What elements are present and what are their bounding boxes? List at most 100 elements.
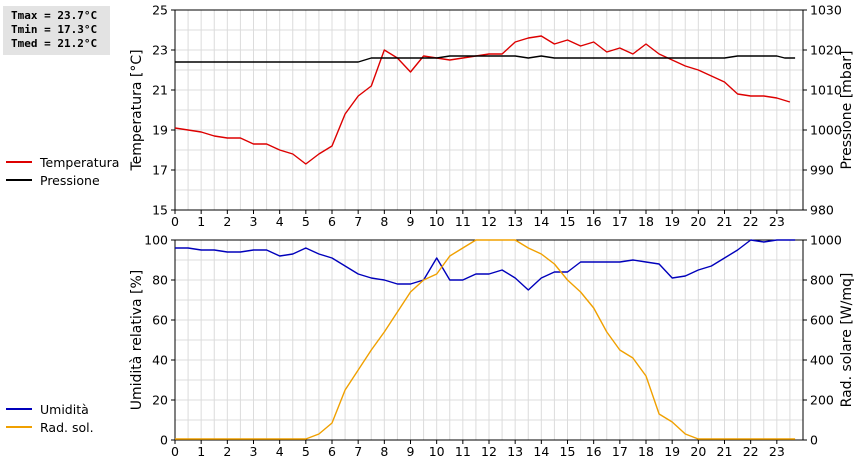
- y-tick-label: 23: [152, 43, 168, 58]
- tmed-text: Tmed = 21.2°C: [11, 37, 98, 50]
- legend-swatch-pressione: [6, 179, 32, 181]
- series-line-rad-sol-: [175, 239, 796, 440]
- legend-swatch-rad-sol: [6, 426, 32, 428]
- x-tick-label: 8: [380, 214, 388, 229]
- x-tick-label: 3: [250, 214, 258, 229]
- x-tick-label: 12: [481, 444, 497, 459]
- x-tick-label: 14: [533, 214, 549, 229]
- legend-bottom: Umidità Rad. sol.: [6, 400, 94, 436]
- x-tick-label: 18: [638, 444, 654, 459]
- legend-label-pressione: Pressione: [40, 172, 100, 188]
- y-tick-label: 21: [152, 83, 168, 98]
- y-tick-label: 15: [152, 203, 168, 218]
- legend-item-temperatura: Temperatura: [6, 153, 119, 171]
- x-tick-label: 10: [429, 444, 445, 459]
- chart-panel-1: 0 1 2 3 4 5 6 7 8 9 10 11 12 13 14 15 16 17 18 19 20 21 22 2302…: [129, 233, 855, 460]
- x-tick-label: 1: [197, 214, 205, 229]
- chart-panel-0: 0 1 2 3 4 5 6 7 8 9 10 11 12 13 14 15 16 17 18 19 20 21 22 2315…: [129, 3, 855, 230]
- x-tick-label: 4: [276, 214, 284, 229]
- legend-label-rad-sol: Rad. sol.: [40, 419, 94, 435]
- y2-tick-label: 1020: [810, 43, 842, 58]
- x-tick-label: 21: [717, 214, 733, 229]
- x-tick-label: 9: [407, 214, 415, 229]
- x-tick-label: 23: [769, 444, 785, 459]
- x-tick-label: 2: [223, 214, 231, 229]
- x-tick-label: 18: [638, 214, 654, 229]
- x-tick-label: 11: [455, 444, 471, 459]
- x-tick-label: 7: [354, 444, 362, 459]
- x-tick-label: 13: [507, 214, 523, 229]
- x-tick-label: 23: [769, 214, 785, 229]
- x-tick-label: 3: [250, 444, 258, 459]
- y2-tick-label: 600: [810, 313, 834, 328]
- legend-item-umidita: Umidità: [6, 400, 94, 418]
- x-tick-label: 12: [481, 214, 497, 229]
- y2-tick-label: 980: [810, 203, 834, 218]
- x-tick-label: 22: [743, 214, 759, 229]
- x-tick-label: 6: [328, 444, 336, 459]
- y2-tick-label: 800: [810, 273, 834, 288]
- stats-box: Tmax = 23.7°C Tmin = 17.3°C Tmed = 21.2°…: [3, 6, 110, 55]
- series-line-temperatura: [174, 35, 791, 165]
- x-tick-label: 7: [354, 214, 362, 229]
- x-tick-label: 17: [612, 444, 628, 459]
- y2-axis-label: Rad. solare [W/mq]: [839, 273, 855, 408]
- x-tick-label: 20: [690, 214, 706, 229]
- y-axis-label: Temperatura [°C]: [129, 49, 145, 171]
- series-line-umidit-: [175, 239, 796, 291]
- x-tick-label: 15: [560, 214, 576, 229]
- x-tick-label: 2: [223, 444, 231, 459]
- x-tick-label: 17: [612, 214, 628, 229]
- y-tick-label: 0: [160, 433, 168, 448]
- legend-label-temperatura: Temperatura: [40, 154, 120, 170]
- x-tick-label: 20: [690, 444, 706, 459]
- y2-tick-label: 1030: [810, 3, 842, 18]
- y-tick-label: 25: [152, 3, 168, 18]
- x-tick-label: 0: [171, 214, 179, 229]
- x-tick-label: 4: [276, 444, 284, 459]
- x-tick-label: 15: [560, 444, 576, 459]
- legend-label-umidita: Umidità: [40, 401, 89, 417]
- y2-tick-label: 1000: [810, 123, 842, 138]
- tmax-text: Tmax = 23.7°C: [11, 9, 98, 22]
- x-tick-label: 14: [533, 444, 549, 459]
- y2-tick-label: 990: [810, 163, 834, 178]
- x-tick-label: 10: [429, 214, 445, 229]
- y-tick-label: 17: [152, 163, 168, 178]
- x-tick-label: 19: [664, 444, 680, 459]
- legend-item-pressione: Pressione: [6, 171, 119, 189]
- y-tick-label: 40: [152, 353, 168, 368]
- legend-swatch-umidita: [6, 408, 32, 410]
- y-tick-label: 80: [152, 273, 168, 288]
- legend-item-rad-sol: Rad. sol.: [6, 418, 94, 436]
- y2-tick-label: 0: [810, 433, 818, 448]
- x-tick-label: 21: [717, 444, 733, 459]
- y-tick-label: 20: [152, 393, 168, 408]
- y2-tick-label: 1010: [810, 83, 842, 98]
- x-tick-label: 16: [586, 214, 602, 229]
- y-tick-label: 19: [152, 123, 168, 138]
- x-tick-label: 5: [302, 214, 310, 229]
- x-tick-label: 13: [507, 444, 523, 459]
- y2-tick-label: 1000: [810, 233, 842, 248]
- y2-tick-label: 200: [810, 393, 834, 408]
- x-tick-label: 8: [380, 444, 388, 459]
- x-tick-label: 16: [586, 444, 602, 459]
- x-tick-label: 22: [743, 444, 759, 459]
- legend-top: Temperatura Pressione: [6, 153, 119, 189]
- tmin-text: Tmin = 17.3°C: [11, 23, 98, 36]
- series-line-pressione: [175, 55, 796, 63]
- y2-axis-label: Pressione [mbar]: [839, 50, 855, 169]
- x-tick-label: 6: [328, 214, 336, 229]
- legend-swatch-temperatura: [6, 161, 32, 163]
- y2-tick-label: 400: [810, 353, 834, 368]
- x-tick-label: 1: [197, 444, 205, 459]
- x-tick-label: 19: [664, 214, 680, 229]
- x-tick-label: 5: [302, 444, 310, 459]
- y-tick-label: 60: [152, 313, 168, 328]
- x-tick-label: 11: [455, 214, 471, 229]
- x-tick-label: 9: [407, 444, 415, 459]
- x-tick-label: 0: [171, 444, 179, 459]
- y-tick-label: 100: [144, 233, 168, 248]
